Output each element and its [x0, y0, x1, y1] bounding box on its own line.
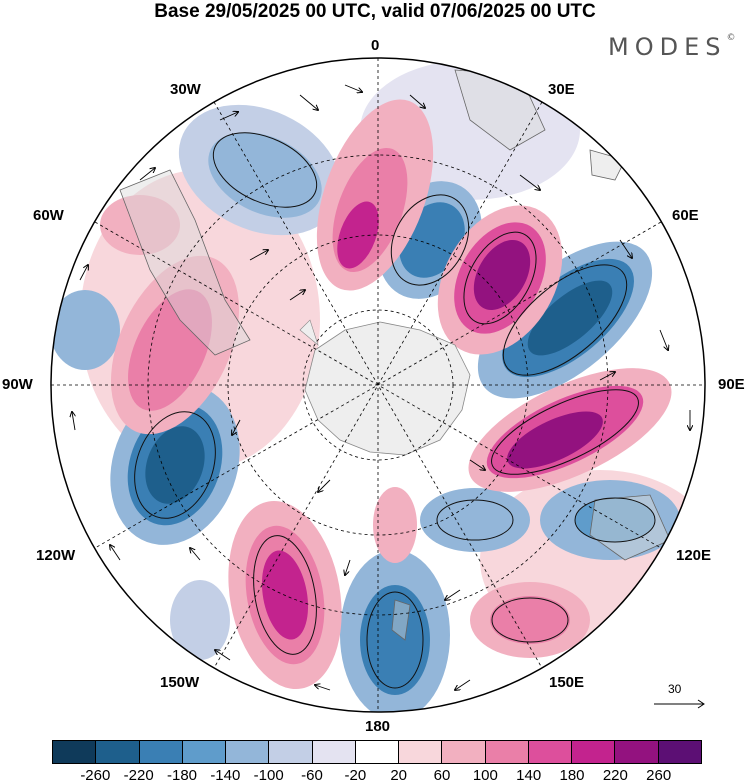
lon-label-30e: 30E: [548, 81, 575, 98]
pink-anomalies: [100, 99, 672, 690]
reference-arrow-icon: [654, 699, 705, 709]
colorbar-segment: [182, 741, 227, 763]
colorbar-tick-label: -20: [344, 767, 367, 784]
lon-label-60w: 60W: [33, 207, 64, 224]
colorbar-tick-label: -60: [301, 767, 323, 784]
colorbar-segment: [139, 741, 183, 763]
lon-label-30w: 30W: [170, 81, 201, 98]
lon-label-120w: 120W: [36, 547, 76, 564]
lon-label-180: 180: [365, 718, 391, 735]
colorbar-segment: [399, 741, 443, 763]
lon-label-90e: 90E: [718, 376, 745, 393]
lon-label-120e: 120E: [676, 547, 712, 564]
colorbar-tick-label: 60: [433, 767, 451, 784]
colorbar-segment: [615, 741, 659, 763]
colorbar-segment: [226, 741, 270, 763]
colorbar-tick-label: 220: [602, 767, 628, 784]
map-frame: [50, 57, 706, 713]
colorbar-tick-label: 20: [390, 767, 407, 784]
colorbar-segment: [312, 741, 356, 763]
colorbar-tick-label: 140: [516, 767, 542, 784]
lon-label-90w: 90W: [2, 376, 33, 393]
lon-label-0: 0: [371, 37, 380, 54]
colorbar-tick-label: 260: [646, 767, 672, 784]
colorbar-segment: [572, 741, 616, 763]
colorbar-tick-label: -100: [253, 767, 284, 784]
colorbar-segment: [485, 741, 529, 763]
colorbar-tick-label: -220: [123, 767, 154, 784]
antarctica: [304, 321, 471, 456]
blue-anomalies: [51, 104, 680, 712]
colorbar-segment: [528, 741, 573, 763]
colorbar-segment: [96, 741, 140, 763]
wind-vectors: [72, 84, 690, 690]
modes-logo: MODES©: [608, 33, 736, 61]
map-title: Base 29/05/2025 00 UTC, valid 07/06/2025…: [154, 1, 596, 22]
anomaly-field: [51, 58, 705, 712]
colorbar-segment: [269, 741, 313, 763]
colorbar-segment: [442, 741, 486, 763]
colorbar: [52, 740, 702, 764]
lon-label-150e: 150E: [549, 674, 585, 691]
colorbar-tick-label: 100: [472, 767, 498, 784]
colorbar-segment: [355, 741, 400, 763]
colorbar-segment: [658, 741, 701, 763]
colorbar-tick-label: -140: [210, 767, 241, 784]
colorbar-tick-label: 180: [559, 767, 585, 784]
colorbar-tick-label: -260: [80, 767, 111, 784]
colorbar-segment: [53, 741, 97, 763]
lon-label-60e: 60E: [672, 207, 699, 224]
flow-contours: [134, 132, 656, 689]
lon-label-150w: 150W: [160, 674, 200, 691]
reference-vector-label: 30: [668, 682, 682, 696]
colorbar-tick-label: -180: [166, 767, 198, 784]
